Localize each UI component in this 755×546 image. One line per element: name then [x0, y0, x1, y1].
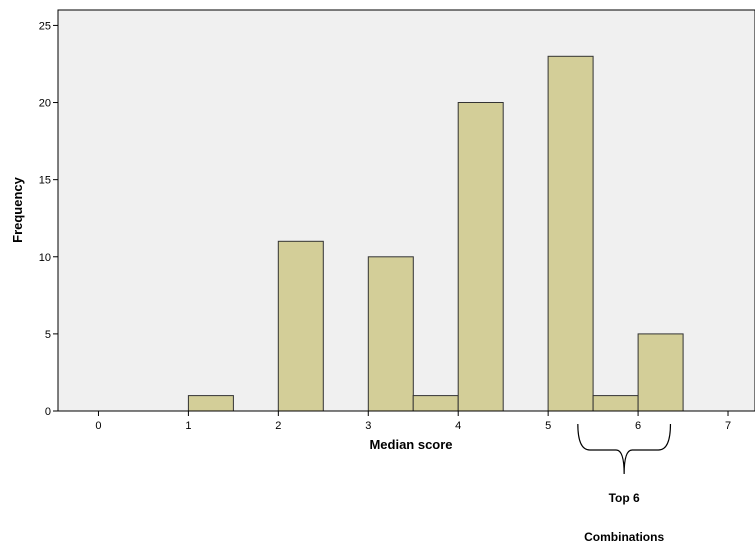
bar-4 — [457, 102, 504, 412]
y-tick-label: 5 — [45, 329, 51, 341]
bar-2 — [277, 240, 324, 412]
y-tick-label: 20 — [39, 98, 51, 110]
y-tick-label: 25 — [39, 20, 51, 32]
x-axis-title: Median score — [369, 437, 452, 452]
x-tick-label: 0 — [95, 420, 101, 432]
y-ticks: 0 5 10 15 20 25 — [39, 20, 58, 418]
x-tick-label: 1 — [185, 420, 191, 432]
bar-5 — [547, 55, 594, 412]
y-tick-label: 15 — [39, 175, 51, 187]
y-tick-label: 10 — [39, 252, 51, 264]
x-tick-label: 5 — [545, 420, 551, 432]
bar-3-5 — [412, 395, 459, 412]
annotation-title: Top 6 — [609, 491, 640, 505]
y-tick-label: 0 — [45, 406, 51, 418]
bar-3 — [367, 256, 414, 412]
bar-6 — [637, 333, 684, 412]
y-axis-title: Frequency — [10, 176, 25, 243]
brace-annotation — [577, 423, 672, 475]
annotation-subtitle: Combinations — [584, 530, 664, 544]
x-tick-label: 3 — [365, 420, 371, 432]
x-tick-label: 6 — [635, 420, 641, 432]
bar-1 — [187, 395, 234, 412]
x-tick-label: 4 — [455, 420, 461, 432]
x-ticks: 0 1 2 3 4 5 6 7 — [95, 411, 731, 432]
x-tick-label: 7 — [725, 420, 731, 432]
x-tick-label: 2 — [275, 420, 281, 432]
bar-5-5 — [592, 395, 639, 412]
